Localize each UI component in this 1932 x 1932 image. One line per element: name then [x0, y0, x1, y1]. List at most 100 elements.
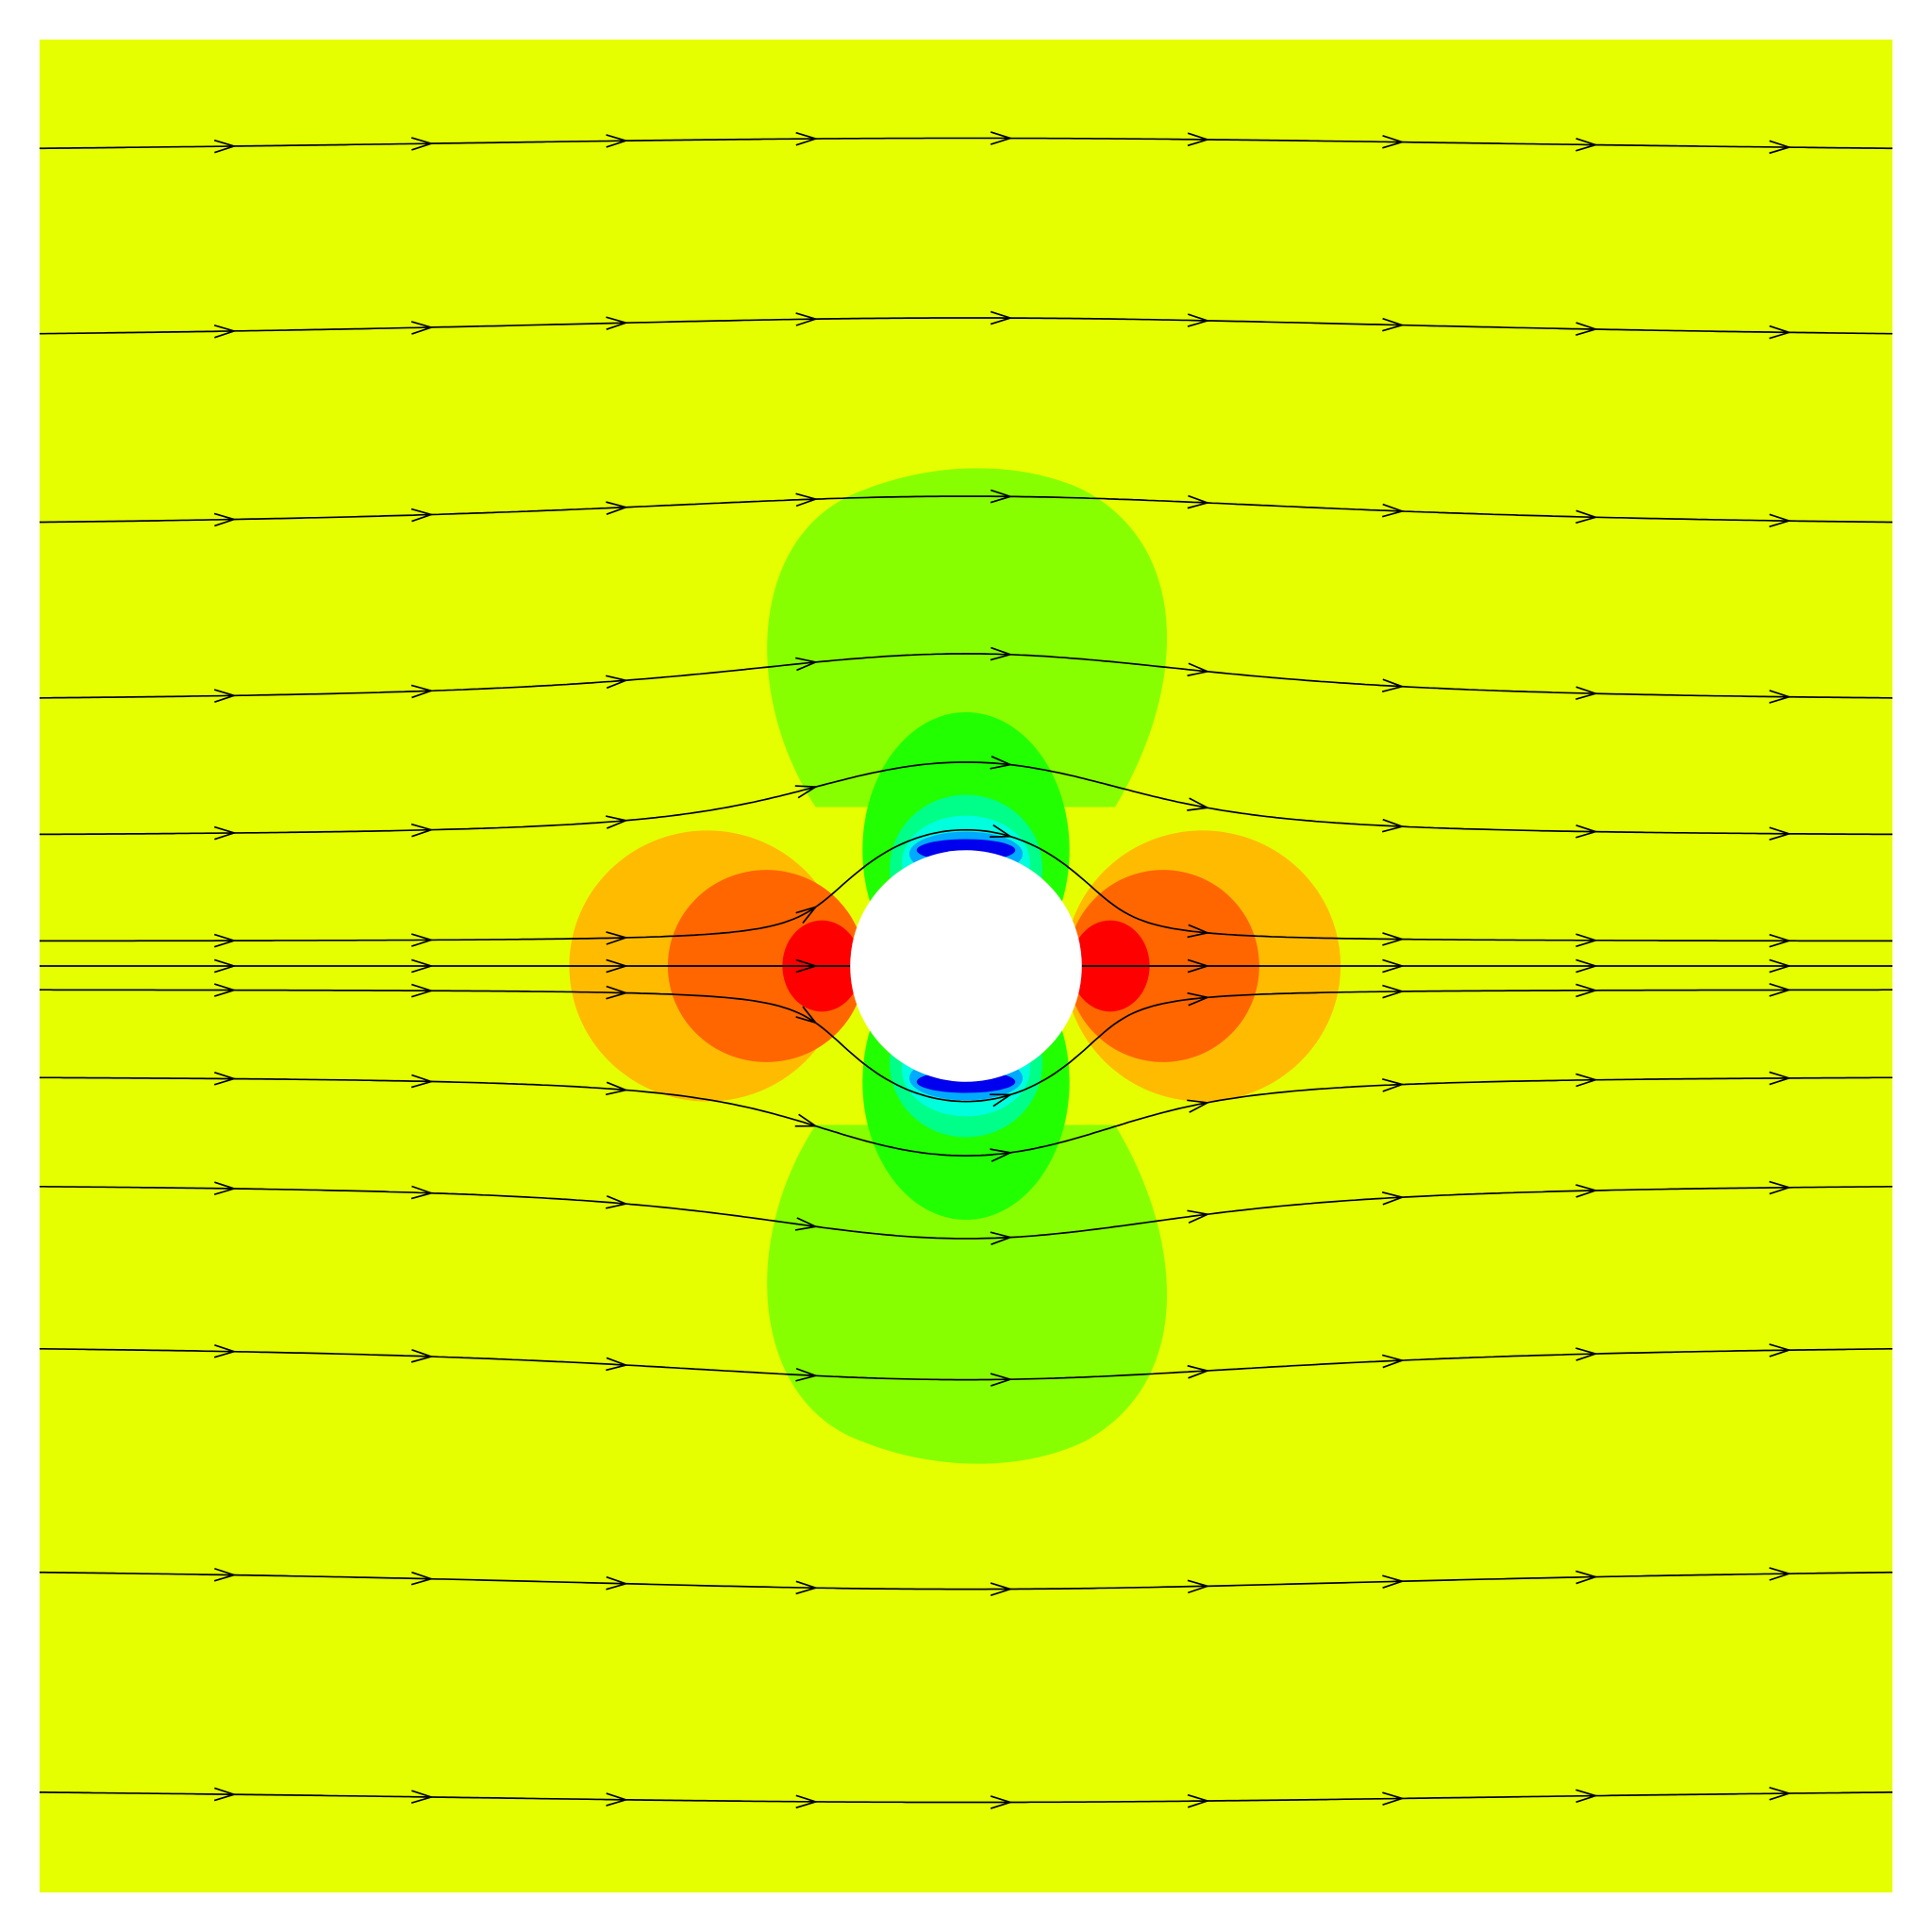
- streamline-arrow: [605, 1195, 629, 1209]
- streamline-arrow: [1382, 134, 1406, 149]
- streamline-arrow: [1187, 797, 1210, 811]
- streamline-arrow: [410, 1074, 434, 1089]
- streamline-arrow: [606, 316, 629, 331]
- streamline-arrow: [1769, 1786, 1792, 1801]
- streamline-arrow: [795, 1580, 819, 1595]
- streamline-arrow: [1575, 983, 1599, 998]
- streamline: [39, 653, 1893, 699]
- streamline-arrow: [795, 1794, 819, 1809]
- streamline-arrow: [1382, 932, 1406, 946]
- streamline-arrow: [1769, 325, 1792, 340]
- streamline-arrow: [213, 324, 238, 339]
- streamline-arrow: [1187, 132, 1210, 147]
- streamline-arrow: [213, 1343, 238, 1358]
- streamline: [39, 761, 1893, 836]
- streamline-arrow: [213, 1787, 238, 1802]
- streamline-arrow: [1575, 509, 1599, 525]
- streamline-arrow: [1187, 1793, 1210, 1808]
- streamline-arrow: [1382, 958, 1406, 974]
- streamlines: [39, 131, 1893, 1809]
- streamline-arrow: [1187, 662, 1210, 677]
- streamline-arrow: [795, 905, 819, 924]
- streamline-arrow: [990, 131, 1013, 145]
- streamline-arrow: [606, 958, 629, 974]
- streamline-arrow: [1575, 137, 1599, 152]
- streamline-arrow: [990, 1231, 1013, 1246]
- streamline-arrow: [795, 1367, 819, 1382]
- streamline-arrow: [1381, 1354, 1406, 1369]
- streamline-arrow: [1187, 313, 1210, 327]
- streamline-arrow: [795, 958, 819, 974]
- streamline-arrow: [1382, 1574, 1406, 1590]
- streamline-arrow: [1382, 503, 1406, 518]
- cylinder: [850, 850, 1082, 1082]
- streamline-arrow: [1575, 1789, 1599, 1804]
- streamline-arrow: [990, 1373, 1013, 1387]
- streamline-arrow: [214, 933, 238, 948]
- streamline-arrow: [795, 312, 819, 326]
- streamline: [39, 1347, 1893, 1381]
- streamline-arrow: [794, 785, 819, 799]
- streamline-arrow: [1575, 933, 1599, 948]
- streamline-arrow: [990, 646, 1013, 661]
- streamline-arrow: [410, 684, 434, 699]
- streamline-arrow: [1382, 317, 1406, 332]
- streamline-arrow: [1575, 1347, 1599, 1361]
- streamline-arrow: [410, 321, 434, 335]
- streamline: [39, 1571, 1893, 1591]
- streamline-arrow: [410, 1571, 434, 1586]
- streamline-arrow: [605, 815, 629, 829]
- streamline-arrow: [795, 657, 819, 672]
- streamline-arrow: [410, 508, 434, 523]
- streamline-arrow: [1575, 322, 1599, 336]
- streamline-arrow: [605, 1081, 629, 1096]
- streamline-arrow: [990, 824, 1013, 838]
- streamline: [39, 317, 1893, 335]
- streamline: [39, 1076, 1893, 1157]
- streamline-arrow: [1382, 984, 1406, 999]
- streamline-arrow: [1382, 1078, 1406, 1092]
- streamline-arrow: [606, 1575, 629, 1591]
- streamline: [39, 1791, 1893, 1804]
- streamline-arrow: [213, 139, 238, 154]
- streamline-arrow: [1187, 958, 1210, 974]
- streamline-arrow: [990, 489, 1013, 504]
- streamline-arrow: [1769, 826, 1792, 841]
- streamline-arrow: [410, 1349, 434, 1363]
- streamline-arrow: [1769, 690, 1792, 704]
- streamline-arrow: [606, 1792, 629, 1807]
- streamline-arrow: [990, 1795, 1013, 1809]
- streamline-arrow: [1187, 494, 1210, 509]
- streamline-arrow: [1187, 1579, 1210, 1594]
- streamline-arrow: [1769, 1567, 1792, 1581]
- contour-lobe-top: [767, 468, 1168, 808]
- streamline-arrow: [410, 933, 434, 947]
- streamline-arrow: [606, 985, 629, 1000]
- streamline-arrow: [1187, 1099, 1210, 1113]
- streamline-arrow: [1575, 1184, 1599, 1198]
- streamline-arrow: [213, 825, 238, 841]
- contour-plot: [39, 39, 1893, 1893]
- streamline-arrow: [1769, 1343, 1792, 1357]
- streamline-arrow: [606, 134, 629, 148]
- streamline-arrow: [1575, 958, 1599, 974]
- streamline-arrow: [213, 689, 238, 703]
- streamline-arrow: [1187, 991, 1210, 1007]
- streamline: [39, 1185, 1893, 1240]
- streamline-arrow: [213, 1181, 238, 1196]
- streamline-arrow: [990, 310, 1013, 325]
- streamline-arrow: [1575, 686, 1599, 701]
- streamline-arrow: [1769, 933, 1792, 948]
- streamline-arrow: [1187, 1364, 1210, 1379]
- streamline: [39, 828, 1893, 942]
- streamline-arrow: [794, 1217, 819, 1231]
- streamline-arrow: [1769, 1071, 1792, 1086]
- streamline-arrow: [1769, 513, 1792, 528]
- streamline-arrow: [990, 1093, 1013, 1108]
- streamline-arrow: [410, 1185, 434, 1200]
- streamline-arrow: [410, 1790, 434, 1805]
- streamline-arrow: [794, 1113, 819, 1127]
- contour-lobe-bottom: [767, 1124, 1168, 1464]
